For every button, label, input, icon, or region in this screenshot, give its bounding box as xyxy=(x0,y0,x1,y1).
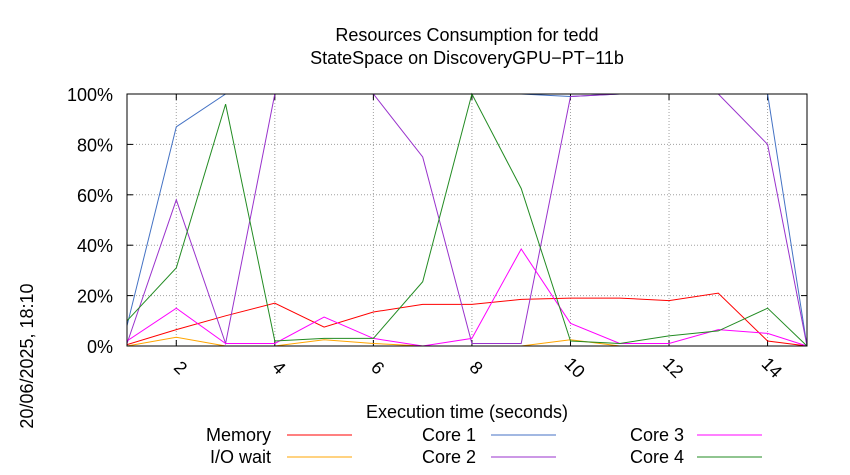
series-line-memory xyxy=(126,292,808,347)
series-line-core-4 xyxy=(126,92,808,347)
chart-title-line-1: Resources Consumption for tedd xyxy=(335,25,598,45)
y-axis-ticks: 0% 20% 40% 60% 80% 100% xyxy=(67,85,807,357)
timestamp-label: 20/06/2025, 18:10 xyxy=(17,283,37,428)
plot-frame xyxy=(126,93,808,347)
series-line-i-o-wait xyxy=(126,336,807,347)
x-axis-ticks: 2 4 6 8 10 12 14 xyxy=(170,94,786,382)
x-tick-label: 14 xyxy=(758,354,786,382)
legend-label-i-o-wait: I/O wait xyxy=(210,447,271,467)
series-line-core-2 xyxy=(126,93,808,347)
series-line-core-3 xyxy=(126,248,808,347)
legend-label-core-3: Core 3 xyxy=(630,425,684,445)
x-tick-label: 10 xyxy=(561,354,589,382)
x-tick-label: 4 xyxy=(268,357,289,378)
y-tick-label: 20% xyxy=(77,287,113,307)
legend-label-memory: Memory xyxy=(206,425,271,445)
y-tick-label: 0% xyxy=(87,337,113,357)
x-tick-label: 6 xyxy=(367,357,388,378)
series-line-core-1 xyxy=(126,93,808,347)
x-tick-label: 8 xyxy=(466,357,487,378)
y-tick-label: 60% xyxy=(77,186,113,206)
legend-label-core-2: Core 2 xyxy=(422,447,476,467)
x-tick-label: 2 xyxy=(170,357,191,378)
series-lines xyxy=(126,92,808,347)
chart-title-line-2: StateSpace on DiscoveryGPU−PT−11b xyxy=(310,48,624,68)
legend-label-core-4: Core 4 xyxy=(630,447,684,467)
grid-lines xyxy=(127,93,807,347)
y-tick-label: 80% xyxy=(77,135,113,155)
legend-label-core-1: Core 1 xyxy=(422,425,476,445)
x-axis-label: Execution time (seconds) xyxy=(366,402,568,422)
y-tick-label: 40% xyxy=(77,236,113,256)
y-tick-label: 100% xyxy=(67,85,113,105)
x-tick-label: 12 xyxy=(659,354,687,382)
